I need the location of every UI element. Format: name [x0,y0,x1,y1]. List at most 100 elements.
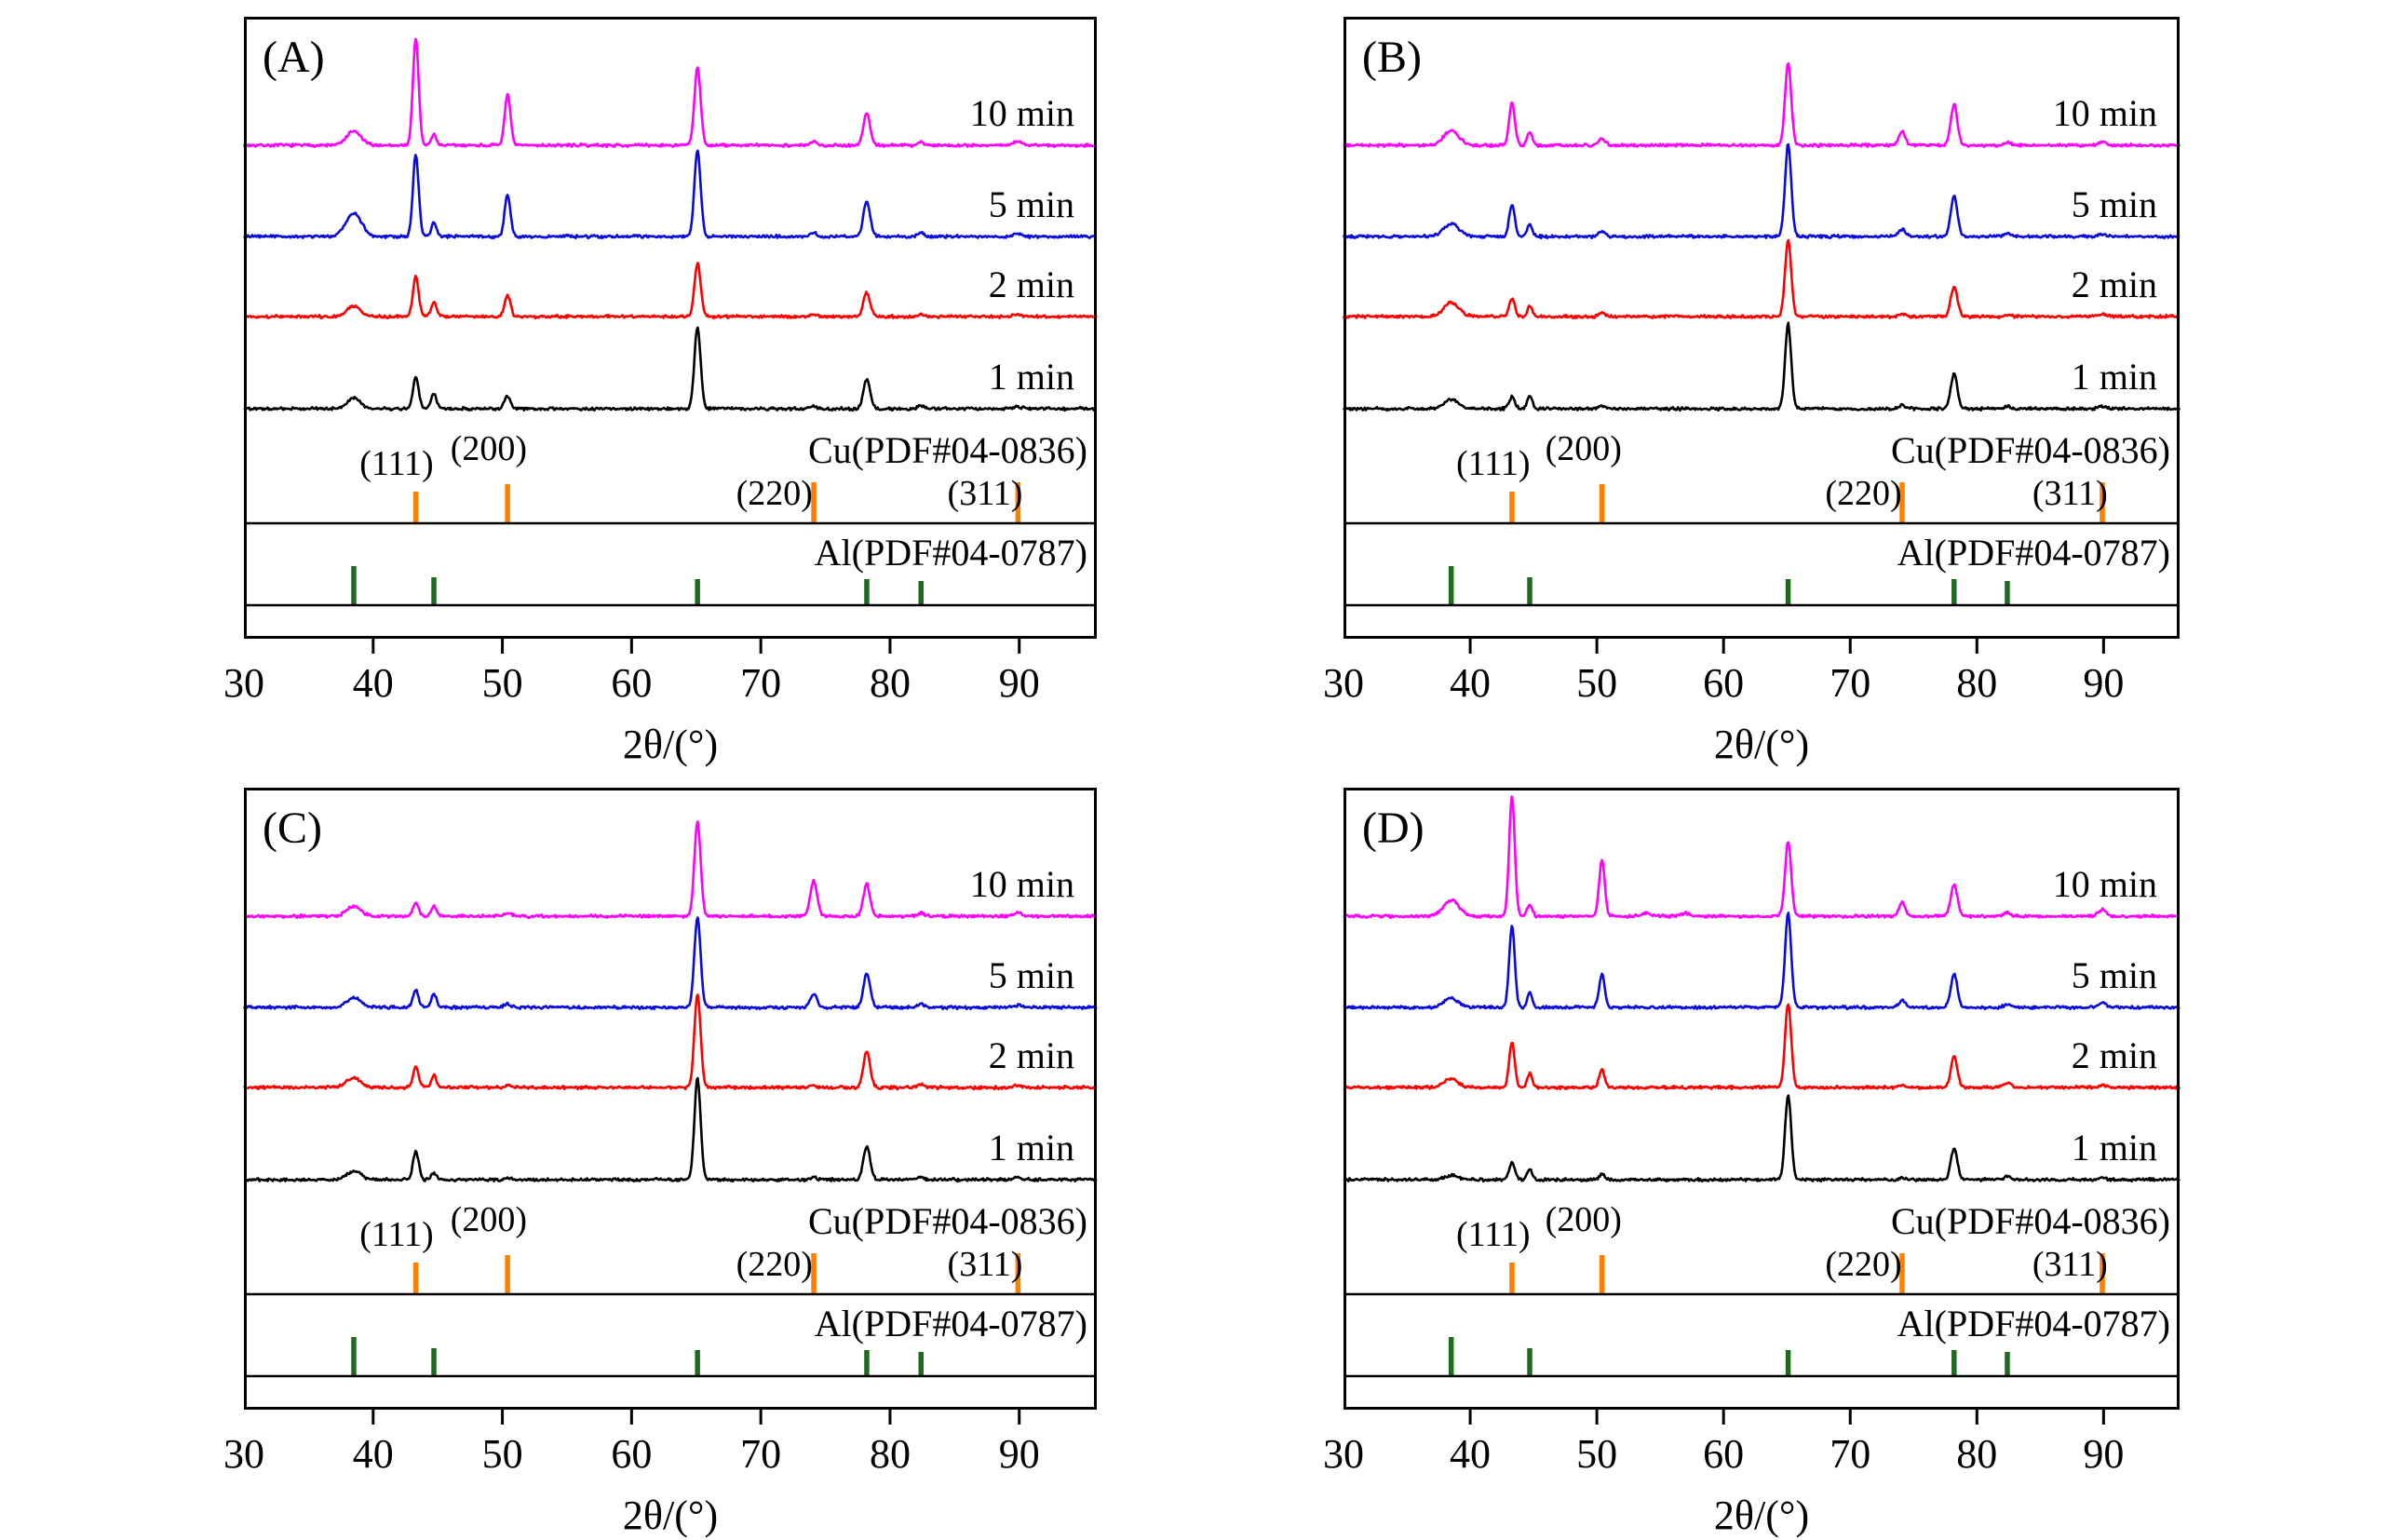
x-tick-label: 90 [998,1431,1040,1477]
hkl-220-label: (220) [736,474,813,513]
hkl-220-label: (220) [1825,1245,1902,1284]
panel-C: (C) 10 min 5 min 2 min 1 min Cu(PDF#04-0… [223,788,1098,1538]
x-tick-label: 40 [1450,1431,1492,1477]
xrd-plot-svg [242,788,1098,1425]
xrd-curve-2-min [243,262,1098,320]
series-label-2min: 2 min [988,1034,1074,1076]
x-axis-ticks [371,1410,1021,1425]
x-tick-label: 70 [740,1431,782,1477]
x-tick-label: 70 [740,660,782,706]
al-reference-ticks [1448,1337,2010,1376]
series-label-2min: 2 min [2071,263,2157,305]
cu-reference-ticks [1509,482,2105,523]
cu-reference-label: Cu(PDF#04-0836) [1890,1200,2170,1242]
hkl-311-label: (311) [947,474,1023,513]
x-tick-label: 50 [1576,660,1618,706]
cu-reference-ticks [412,1253,1021,1294]
hkl-200-label: (200) [1545,429,1622,468]
xrd-curve-1-min [243,326,1098,412]
xrd-curve-2-min [1342,238,2181,320]
xrd-plot-svg [1343,788,2181,1425]
x-tick-label: 80 [869,660,911,706]
panel-label: (C) [263,804,322,853]
x-tick-label: 70 [1830,1431,1871,1477]
al-reference-label: Al(PDF#04-0787) [1897,532,2170,574]
series-label-5min: 5 min [2071,954,2157,996]
hkl-111-label: (111) [359,1215,434,1254]
series-label-1min: 1 min [988,1127,1074,1169]
cu-reference-label: Cu(PDF#04-0836) [807,1200,1087,1242]
series-label-10min: 10 min [969,92,1074,134]
al-reference-label: Al(PDF#04-0787) [814,532,1087,574]
series-label-1min: 1 min [988,356,1074,398]
xrd-curve-1-min [243,1076,1098,1183]
xrd-curve-2-min [1343,1003,2181,1091]
hkl-111-label: (111) [1455,444,1531,483]
xrd-curve-1-min [1343,1094,2181,1183]
x-axis-ticks [1468,639,2105,654]
panel-border [244,788,1097,1410]
cu-reference-label: Cu(PDF#04-0836) [1890,429,2170,471]
x-tick-label: 60 [611,660,653,706]
al-reference-ticks [1448,566,2010,605]
xrd-curve-1-min [1342,321,2181,412]
xrd-curve-5-min [242,916,1098,1011]
x-tick-label: 50 [1576,1431,1618,1477]
series-label-1min: 1 min [2071,1127,2157,1169]
series-label-10min: 10 min [2052,863,2157,905]
x-tick-label: 40 [352,660,394,706]
x-axis-title: 2θ/(°) [1713,722,1810,767]
hkl-311-label: (311) [947,1245,1023,1284]
x-tick-label: 70 [1830,660,1871,706]
x-tick-label: 50 [481,1431,523,1477]
panel-label: (A) [263,33,325,82]
hkl-220-label: (220) [736,1245,813,1284]
x-tick-label: 50 [481,660,523,706]
x-tick-label: 40 [1450,660,1492,706]
hkl-200-label: (200) [450,429,528,468]
xrd-curve-10-min [1343,795,2181,920]
x-tick-label: 80 [869,1431,911,1477]
al-reference-ticks [351,1337,924,1376]
panel-D: (D) 10 min 5 min 2 min 1 min Cu(PDF#04-0… [1323,788,2181,1538]
x-tick-label: 80 [1956,660,1998,706]
hkl-200-label: (200) [1545,1200,1622,1239]
series-label-2min: 2 min [988,263,1074,305]
hkl-111-label: (111) [359,444,434,483]
x-axis-ticks [1468,1410,2105,1425]
x-axis-title: 2θ/(°) [1713,1493,1810,1538]
hkl-311-label: (311) [2032,1245,2108,1284]
series-label-5min: 5 min [988,183,1074,225]
series-label-5min: 5 min [2071,183,2157,225]
xrd-curve-10-min [242,37,1098,149]
x-tick-label: 60 [1703,1431,1745,1477]
series-label-1min: 1 min [2071,356,2157,398]
panel-border [1344,17,2180,639]
x-tick-label: 80 [1956,1431,1998,1477]
x-axis-title: 2θ/(°) [622,1493,719,1538]
al-reference-label: Al(PDF#04-0787) [1897,1303,2170,1344]
x-tick-label: 60 [1703,660,1745,706]
x-tick-label: 30 [223,660,264,706]
xrd-curve-10-min [1343,61,2181,149]
cu-reference-ticks [412,482,1021,523]
series-label-5min: 5 min [988,954,1074,996]
panel-A: (A) 10 min 5 min 2 min 1 min Cu(PDF#04-0… [223,17,1098,767]
cu-reference-label: Cu(PDF#04-0836) [807,429,1087,471]
hkl-220-label: (220) [1825,474,1902,513]
panel-label: (D) [1362,804,1425,853]
al-reference-label: Al(PDF#04-0787) [814,1303,1087,1344]
x-tick-label: 30 [1323,660,1364,706]
series-label-10min: 10 min [2052,92,2157,134]
x-tick-label: 60 [611,1431,653,1477]
xrd-plot-svg [242,17,1098,654]
x-tick-label: 90 [2083,660,2125,706]
hkl-200-label: (200) [450,1200,528,1239]
xrd-plot-svg [1342,17,2181,654]
xrd-curve-5-min [1343,912,2181,1011]
x-tick-label: 90 [998,660,1040,706]
series-label-10min: 10 min [969,863,1074,905]
panel-B: (B) 10 min 5 min 2 min 1 min Cu(PDF#04-0… [1323,17,2181,767]
x-axis-title: 2θ/(°) [622,722,719,767]
